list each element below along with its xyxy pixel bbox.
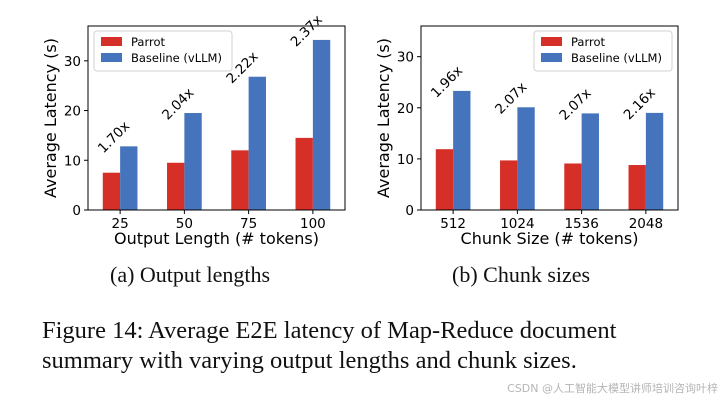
chart-b-axes-frame <box>420 25 679 211</box>
chart-a-legend-label-parrot: Parrot <box>131 35 166 49</box>
subcaption-b: (b) Chunk sizes <box>452 262 591 287</box>
chart-b-ytick-label: 20 <box>397 101 414 117</box>
chart-a-xtick-label: 50 <box>176 216 193 232</box>
chart-b-legend-label-parrot: Parrot <box>571 35 606 49</box>
chart-a-bar-baseline <box>120 146 138 210</box>
chart-a-bar-baseline <box>184 113 202 210</box>
chart-a-bar-parrot <box>167 162 185 210</box>
chart-b-ytick-label: 30 <box>397 50 414 66</box>
chart-a-ytick-label: 10 <box>64 153 81 169</box>
chart-a-bar-parrot <box>231 150 249 210</box>
chart-b-ytick-label: 10 <box>397 152 414 168</box>
chart-a-xlabel: Output Length (# tokens) <box>114 229 319 248</box>
chart-b-bar-baseline <box>581 113 599 210</box>
chart-b-xtick-label: 512 <box>440 216 466 232</box>
chart-a-bar-parrot <box>102 172 121 210</box>
chart-a-xtick-label: 75 <box>240 216 257 232</box>
chart-b-bar-baseline <box>517 107 535 210</box>
chart-b-legend-label-baseline: Baseline (vLLM) <box>571 51 662 65</box>
chart-b-bar-parrot <box>435 149 454 210</box>
chart-a-axes-frame <box>87 25 346 211</box>
chart-a-ytick-label: 0 <box>72 203 81 219</box>
chart-b-ylabel: Average Latency (s) <box>374 38 393 198</box>
chart-a-legend-label-baseline: Baseline (vLLM) <box>131 51 222 65</box>
chart-a-legend-box <box>93 30 233 72</box>
chart-a-bar-baseline <box>248 76 266 210</box>
chart-a-legend-swatch-baseline <box>101 53 122 62</box>
chart-b-bar-baseline <box>453 90 471 210</box>
chart-b-xtick-label: 1024 <box>500 216 534 232</box>
chart-b-legend-swatch-parrot <box>541 37 562 46</box>
chart-b-xtick-label: 1536 <box>564 216 598 232</box>
chart-a-bar-parrot <box>295 137 313 210</box>
chart-a-xtick-label: 100 <box>300 216 326 232</box>
chart-b-bar-parrot <box>500 160 518 210</box>
chart-b-xlabel: Chunk Size (# tokens) <box>461 229 639 248</box>
figure-caption: Figure 14: Average E2E latency of Map-Re… <box>42 317 617 374</box>
chart-a-ytick-label: 30 <box>64 54 81 70</box>
chart-b-bar-baseline <box>645 112 664 210</box>
chart-b-legend-swatch-baseline <box>541 53 562 62</box>
chart-a-ytick-label: 20 <box>64 104 81 120</box>
chart-a-bar-baseline <box>312 39 331 211</box>
chart-a-legend-swatch-parrot <box>101 37 122 46</box>
chart-b-xtick-label: 2048 <box>629 216 663 232</box>
subcaption-a: (a) Output lengths <box>110 262 271 287</box>
charts-area: 0102030251.70x502.04x752.22x1002.37xOutp… <box>41 12 679 248</box>
chart-b-bar-parrot <box>628 165 646 210</box>
chart-b-legend-box <box>533 30 673 72</box>
chart-b-ytick-label: 0 <box>405 203 414 219</box>
chart-b-bar-parrot <box>564 163 582 210</box>
watermark: CSDN @人工智能大模型讲师培训咨询叶梓 <box>507 382 718 395</box>
chart-a-xtick-label: 25 <box>112 216 129 232</box>
chart-a-ylabel: Average Latency (s) <box>41 38 60 198</box>
